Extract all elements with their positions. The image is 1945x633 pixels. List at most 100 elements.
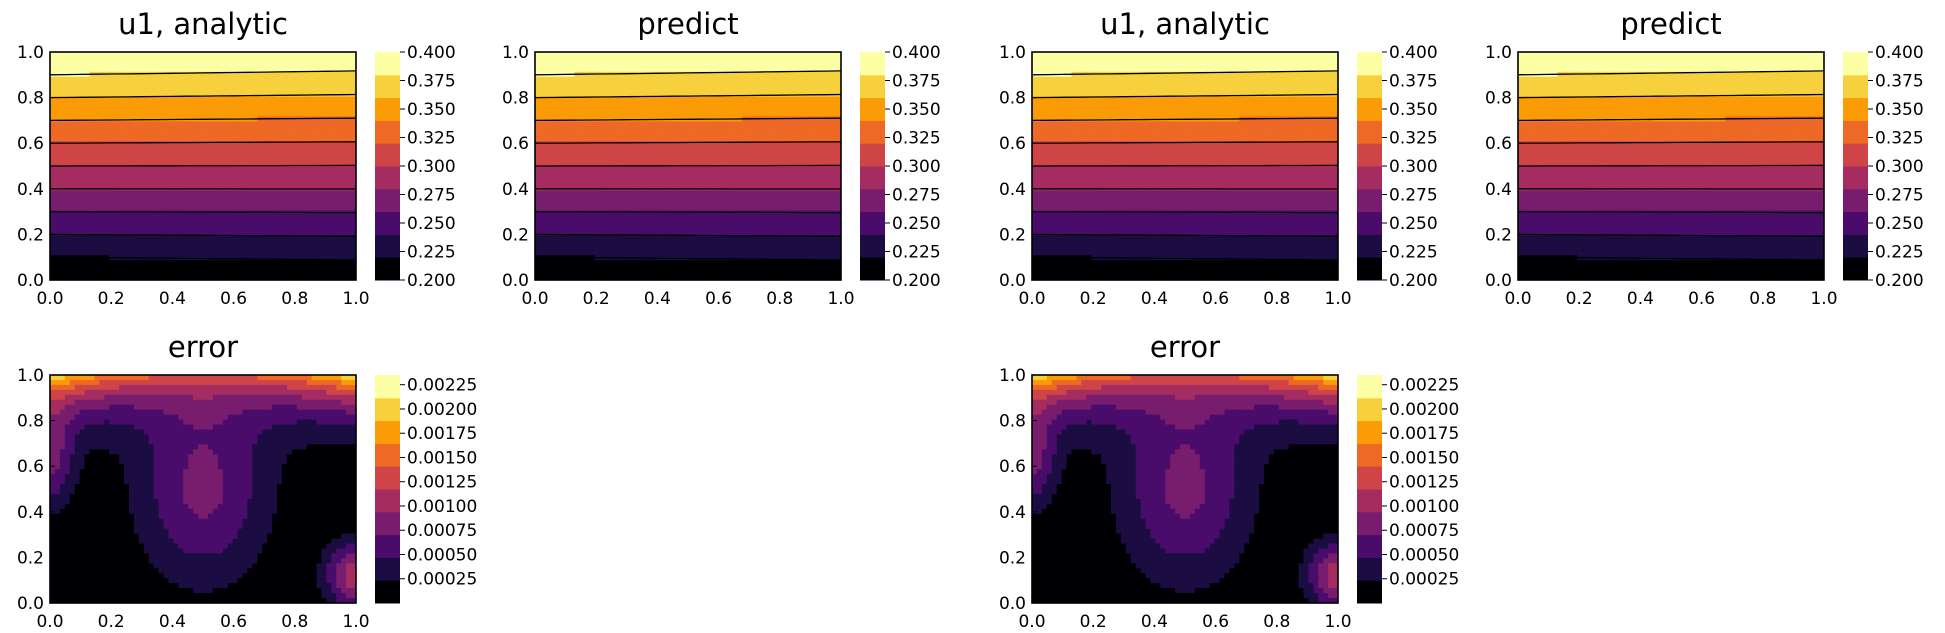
contour-cell — [341, 52, 347, 58]
contour-cell — [148, 190, 155, 197]
contour-cell — [628, 56, 635, 63]
contour-cell — [257, 215, 263, 222]
contour-cell — [183, 131, 189, 137]
contour-cell — [791, 210, 798, 217]
contour-cell — [742, 56, 748, 63]
contour-cell — [623, 215, 630, 222]
contour-cell — [133, 170, 140, 177]
contour-cell — [569, 126, 576, 132]
contour-cell — [252, 205, 258, 212]
contour-cell — [114, 245, 120, 251]
contour-cell — [663, 205, 669, 212]
contour-cell — [232, 136, 239, 142]
contour-cell — [331, 116, 337, 122]
contour-cell — [212, 215, 219, 222]
contour-cell — [594, 180, 600, 187]
contour-cell — [291, 225, 298, 232]
contour-cell — [94, 81, 100, 88]
contour-cell — [109, 195, 115, 202]
contour-cell — [74, 61, 81, 68]
contour-cell — [821, 205, 827, 212]
contour-cell — [69, 111, 76, 118]
contour-cell — [554, 116, 561, 122]
contour-cell — [569, 180, 576, 187]
contour-cell — [109, 136, 115, 142]
contour-cell — [766, 81, 773, 88]
contour-cell — [609, 121, 615, 127]
contour-cell — [222, 240, 229, 246]
contour-cell — [811, 66, 817, 73]
contour-cell — [301, 190, 308, 197]
contour-cell — [316, 215, 323, 222]
contour-cell — [594, 131, 600, 137]
contour-cell — [59, 156, 66, 162]
contour-cell — [722, 76, 729, 83]
contour-cell — [237, 270, 244, 276]
contour-cell — [296, 220, 303, 227]
contour-cell — [762, 146, 768, 152]
contour-cell — [316, 96, 323, 103]
contour-cell — [94, 136, 100, 142]
contour-cell — [99, 136, 105, 142]
contour-cell — [316, 146, 323, 152]
contour-cell — [74, 225, 81, 232]
contour-cell — [114, 156, 120, 162]
contour-cell — [158, 146, 165, 152]
contour-cell — [623, 126, 630, 132]
contour-cell — [178, 61, 184, 68]
contour-cell — [119, 106, 125, 113]
contour-cell — [306, 195, 313, 202]
contour-cell — [331, 245, 337, 251]
contour-cell — [722, 180, 729, 187]
contour-cell — [752, 111, 758, 118]
contour-cell — [64, 101, 71, 108]
contour-cell — [752, 166, 758, 172]
contour-cell — [816, 200, 822, 207]
contour-cell — [311, 265, 318, 271]
contour-cell — [816, 190, 822, 197]
contour-cell — [133, 81, 140, 88]
contour-cell — [203, 200, 209, 207]
contour-cell — [762, 151, 768, 157]
contour-cell — [604, 111, 610, 118]
contour-cell — [658, 71, 664, 78]
contour-cell — [94, 156, 100, 162]
contour-cell — [604, 116, 610, 122]
contour-cell — [104, 215, 110, 222]
contour-cell — [594, 195, 600, 202]
contour-cell — [227, 136, 234, 142]
contour-cell — [559, 76, 566, 83]
contour-cell — [584, 91, 590, 98]
contour-cell — [737, 71, 743, 78]
contour-cell — [212, 86, 219, 93]
contour-cell — [648, 146, 655, 152]
contour-cell — [336, 220, 342, 227]
contour-cell — [321, 250, 327, 256]
contour-cell — [599, 215, 605, 222]
contour-cell — [277, 101, 283, 108]
contour-cell — [237, 255, 244, 261]
contour-cell — [311, 76, 318, 83]
contour-cell — [752, 56, 758, 63]
contour-cell — [291, 71, 298, 78]
contour-cell — [222, 156, 229, 162]
contour-cell — [791, 141, 798, 147]
contour-cell — [109, 166, 115, 172]
contour-cell — [771, 56, 778, 63]
contour-cell — [232, 190, 239, 197]
contour-cell — [638, 111, 645, 118]
contour-cell — [346, 270, 352, 276]
contour-cell — [109, 116, 115, 122]
contour-cell — [227, 265, 234, 271]
contour-cell — [702, 96, 709, 103]
contour-cell — [604, 66, 610, 73]
contour-cell — [564, 52, 571, 58]
contour-cell — [604, 175, 610, 182]
contour-cell — [198, 250, 204, 256]
contour-cell — [89, 210, 96, 217]
contour-cell — [138, 146, 145, 152]
contour-cell — [69, 260, 76, 266]
contour-cell — [227, 56, 234, 63]
contour-cell — [771, 86, 778, 93]
contour-cell — [183, 161, 189, 167]
